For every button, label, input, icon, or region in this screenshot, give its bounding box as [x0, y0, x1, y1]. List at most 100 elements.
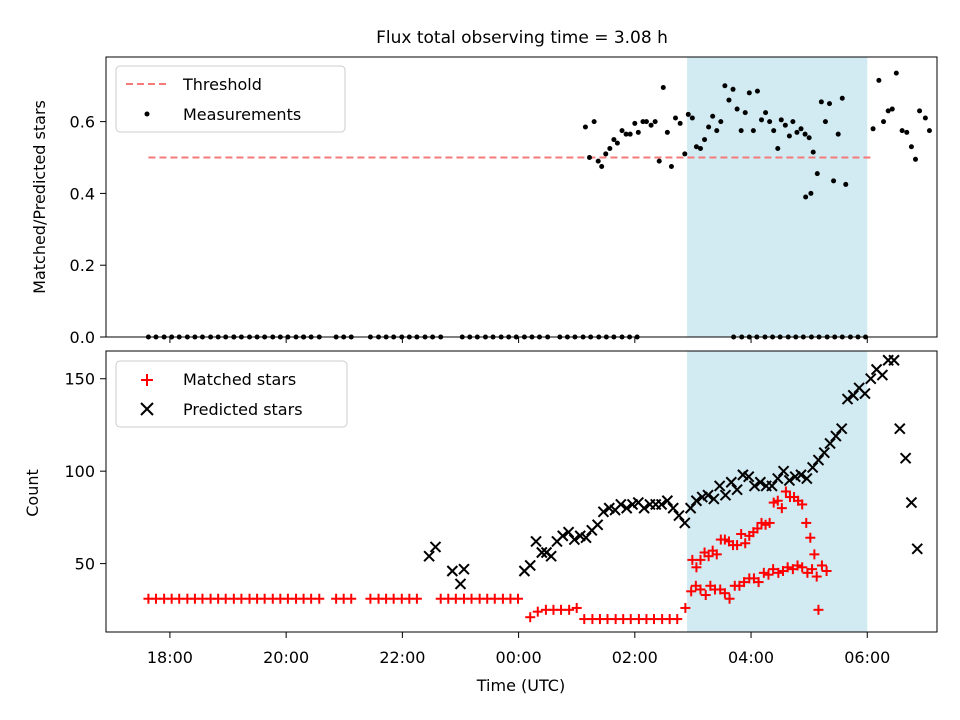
matched-star-point — [816, 560, 827, 571]
x-tick-label: 06:00 — [844, 648, 890, 667]
measurement-point — [885, 108, 891, 114]
measurement-point — [660, 85, 666, 91]
predicted-star-point — [536, 546, 548, 559]
measurement-point — [607, 146, 613, 152]
measurement-point — [702, 137, 708, 143]
measurement-point — [599, 163, 605, 169]
measurement-point — [627, 131, 633, 137]
measurement-point — [794, 129, 800, 135]
measurement-point — [643, 119, 649, 125]
predicted-star-point — [458, 563, 470, 575]
measurement-point — [822, 119, 828, 125]
matched-star-point — [686, 586, 697, 597]
predicted-star-point — [719, 489, 732, 501]
matched-star-point — [513, 593, 524, 604]
matched-star-point — [411, 593, 422, 604]
matched-star-point — [758, 567, 769, 578]
measurement-point — [619, 128, 625, 134]
measurement-point — [839, 95, 845, 101]
matched-star-point — [736, 529, 747, 540]
matched-star-point — [782, 562, 793, 573]
measurement-point — [912, 156, 918, 162]
top-axes-frame — [105, 56, 938, 338]
predicted-star-point — [894, 422, 906, 435]
matched-star-point — [763, 569, 774, 580]
bottom-y-tick-label: 150 — [64, 370, 95, 389]
measurement-point — [591, 119, 597, 125]
predicted-star-point — [524, 559, 536, 572]
matched-star-point — [691, 562, 702, 573]
measurement-point — [595, 158, 601, 164]
measurement-point — [908, 144, 914, 150]
measurement-point — [775, 146, 781, 152]
measurement-point — [803, 194, 809, 200]
matched-star-point — [776, 503, 787, 514]
measurement-point — [922, 115, 928, 121]
matched-star-point — [711, 549, 722, 560]
predicted-star-point — [911, 543, 923, 555]
x-tick-label: 02:00 — [612, 648, 658, 667]
chart-title: Flux total observing time = 3.08 h — [376, 28, 668, 48]
measurement-point — [917, 108, 923, 114]
measurement-point — [582, 124, 588, 130]
legend-measurements-label: Measurements — [183, 105, 301, 124]
predicted-star-point — [429, 541, 442, 553]
matched-star-point — [752, 523, 763, 534]
matched-star-point — [739, 577, 750, 588]
predicted-star-point — [708, 493, 720, 505]
matched-star-point — [780, 486, 791, 497]
measurement-point — [734, 106, 740, 112]
measurement-point — [718, 119, 724, 125]
measurement-point — [843, 181, 849, 187]
measurement-point — [640, 119, 646, 125]
matched-star-point — [807, 564, 818, 575]
x-tick-label: 04:00 — [728, 648, 774, 667]
matched-star-point — [797, 562, 808, 573]
x-tick-label: 18:00 — [147, 648, 193, 667]
predicted-star-point — [690, 495, 703, 507]
predicted-star-point — [818, 446, 830, 459]
matched-star-point — [811, 571, 822, 582]
predicted-star-point — [423, 550, 435, 562]
top-x-ticks — [169, 337, 868, 343]
predicted-star-point — [562, 526, 575, 538]
top-y-tick-label: 0.2 — [70, 256, 95, 275]
predicted-star-point — [766, 480, 778, 492]
matched-star-point — [525, 612, 536, 623]
predicted-star-point — [702, 489, 714, 501]
measurement-point — [682, 151, 688, 157]
matched-star-point — [805, 532, 816, 543]
bottom-x-ticks: 18:00 20:00 22:00 00:00 02:00 04:00 06:00 — [147, 632, 890, 667]
measurement-point — [831, 178, 837, 184]
predicted-star-point — [748, 480, 761, 492]
measurement-point — [742, 110, 748, 116]
bottom-legend: Matched stars Predicted stars — [115, 360, 348, 428]
measurement-point — [738, 128, 744, 134]
predicted-star-point — [865, 373, 877, 385]
measurement-point — [835, 131, 841, 137]
predicted-star-point — [667, 502, 679, 514]
predicted-star-point — [655, 498, 668, 511]
predicted-star-point — [830, 430, 842, 442]
measurement-point — [881, 119, 887, 125]
predicted-star-point — [899, 452, 912, 464]
measurement-point — [759, 117, 765, 123]
predicted-star-point — [679, 517, 691, 529]
top-y-axis-label: Matched/Predicted stars — [30, 100, 49, 294]
measurement-point — [710, 113, 716, 119]
measurement-point — [652, 119, 658, 125]
predicted-star-point — [597, 506, 610, 518]
matched-star-point — [314, 593, 325, 604]
predicted-star-point — [568, 533, 581, 546]
legend-predicted-swatch — [140, 402, 154, 416]
matched-star-point — [753, 577, 764, 588]
matched-star-point — [719, 588, 730, 599]
bottom-y-axis-label: Count — [23, 469, 42, 517]
matched-star-point — [680, 602, 691, 613]
x-tick-label: 00:00 — [496, 648, 542, 667]
measurement-point — [706, 124, 712, 130]
predicted-star-point — [545, 550, 557, 562]
predicted-star-point — [847, 389, 860, 402]
legend-matched-swatch — [141, 374, 153, 386]
